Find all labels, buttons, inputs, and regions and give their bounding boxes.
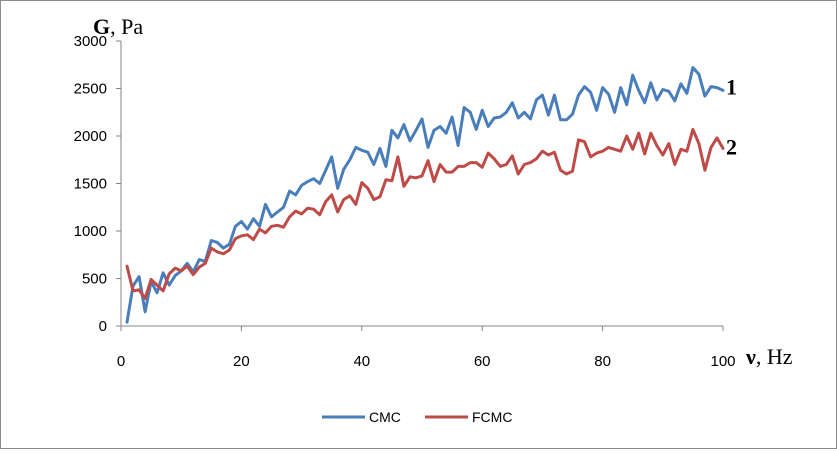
x-axis-label-symbol: ν bbox=[745, 344, 756, 369]
y-tick-label: 0 bbox=[99, 318, 107, 335]
x-tick-label: 20 bbox=[233, 353, 250, 370]
series-line-cmc bbox=[125, 66, 725, 324]
x-axis-label-unit: , Hz bbox=[756, 344, 793, 369]
y-ticks: 0 500 1000 1500 2000 2500 3000 bbox=[74, 33, 121, 335]
y-tick-label: 2000 bbox=[74, 128, 107, 145]
series-2-end-label: 2 bbox=[726, 134, 737, 159]
x-tick-label: 60 bbox=[474, 353, 491, 370]
x-ticks: 0 20 40 60 80 100 bbox=[117, 326, 736, 370]
y-tick-label: 1500 bbox=[74, 176, 107, 193]
series-layer bbox=[125, 66, 725, 324]
x-axis: 0 20 40 60 80 100 bbox=[117, 325, 736, 370]
x-tick-label: 80 bbox=[594, 353, 611, 370]
legend-item-cmc: CMC bbox=[322, 409, 401, 425]
series-1-end-label: 1 bbox=[726, 74, 737, 99]
y-axis: 0 500 1000 1500 2000 2500 3000 bbox=[74, 33, 122, 335]
x-tick-label: 100 bbox=[710, 353, 735, 370]
y-axis-label: G, Pa bbox=[93, 14, 143, 39]
legend-label-fcmc: FCMC bbox=[472, 409, 512, 425]
y-tick-label: 500 bbox=[82, 271, 107, 288]
series-line-fcmc bbox=[125, 127, 725, 300]
x-tick-label: 0 bbox=[117, 353, 125, 370]
legend: CMC FCMC bbox=[322, 409, 512, 425]
y-axis-label-unit: , Pa bbox=[110, 14, 143, 39]
legend-label-cmc: CMC bbox=[369, 409, 401, 425]
x-tick-label: 40 bbox=[353, 353, 370, 370]
y-axis-label-symbol: G bbox=[93, 14, 110, 39]
x-axis-label: ν, Hz bbox=[745, 344, 793, 369]
y-tick-label: 2500 bbox=[74, 81, 107, 98]
y-tick-label: 3000 bbox=[74, 33, 107, 50]
legend-item-fcmc: FCMC bbox=[425, 409, 512, 425]
y-tick-label: 1000 bbox=[74, 223, 107, 240]
